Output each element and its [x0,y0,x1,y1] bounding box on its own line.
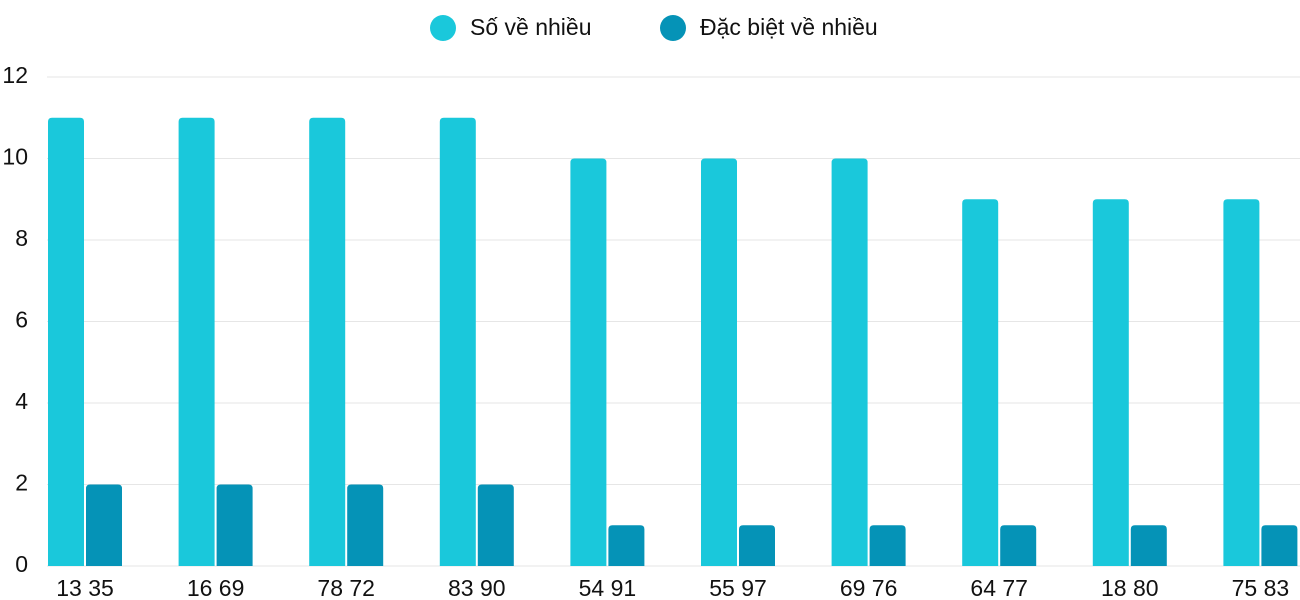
bar [570,158,607,566]
legend-label: Số về nhiều [470,14,591,40]
bar [309,117,346,566]
x-tick-label: 13 35 [56,575,114,600]
bar [86,484,122,566]
x-tick-label: 78 72 [317,575,375,600]
y-tick-label: 10 [2,144,28,170]
x-tick-label: 69 76 [840,575,898,600]
bar [178,117,215,566]
y-tick-label: 0 [15,551,28,577]
bar [701,158,737,566]
bar [1092,199,1129,566]
bar [869,525,906,566]
x-tick-label: 55 97 [709,575,767,600]
bar [1261,525,1298,566]
bar [608,525,645,566]
x-tick-label: 18 80 [1101,575,1159,600]
bar [1130,525,1167,566]
x-tick-label: 16 69 [187,575,245,600]
bar [831,158,868,566]
bar [1000,525,1037,566]
y-tick-label: 12 [2,62,28,88]
x-tick-label: 64 77 [970,575,1028,600]
y-tick-label: 2 [15,470,28,496]
bar [439,117,476,566]
legend-label: Đặc biệt về nhiều [700,14,878,40]
x-tick-label: 83 90 [448,575,506,600]
bar [477,484,514,566]
x-tick-label: 54 91 [579,575,637,600]
bar [1223,199,1260,566]
x-tick-label: 75 83 [1232,575,1290,600]
bar [216,484,253,566]
bar [347,484,384,566]
bar [739,525,775,566]
legend-swatch [430,15,456,41]
y-tick-label: 4 [15,388,28,414]
y-tick-label: 8 [15,225,28,251]
y-tick-label: 6 [15,307,28,333]
bar [48,117,84,566]
legend-swatch [660,15,686,41]
bar [962,199,999,566]
